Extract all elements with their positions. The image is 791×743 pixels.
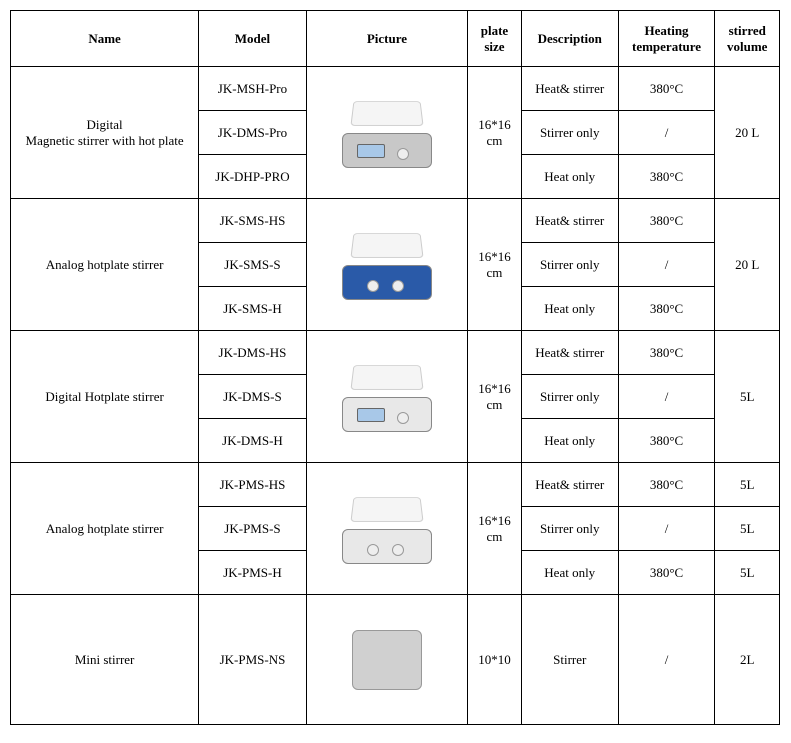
product-image — [327, 484, 447, 574]
cell-heating: 380°C — [618, 199, 715, 243]
cell-model: JK-SMS-S — [199, 243, 307, 287]
cell-model: JK-PMS-S — [199, 507, 307, 551]
table-row: Analog hotplate stirrerJK-PMS-HS16*16 cm… — [11, 463, 780, 507]
cell-model: JK-PMS-H — [199, 551, 307, 595]
product-image — [327, 352, 447, 442]
header-description: Description — [521, 11, 618, 67]
cell-model: JK-PMS-NS — [199, 595, 307, 725]
cell-description: Heat& stirrer — [521, 199, 618, 243]
cell-picture — [306, 67, 467, 199]
cell-heating: 380°C — [618, 463, 715, 507]
cell-plate-size: 16*16 cm — [468, 199, 522, 331]
cell-heating: 380°C — [618, 551, 715, 595]
header-heating: Heating temperature — [618, 11, 715, 67]
product-table: Name Model Picture plate size Descriptio… — [10, 10, 780, 725]
cell-volume: 5L — [715, 463, 780, 507]
header-model: Model — [199, 11, 307, 67]
header-plate-size: plate size — [468, 11, 522, 67]
cell-model: JK-DHP-PRO — [199, 155, 307, 199]
cell-picture — [306, 331, 467, 463]
cell-model: JK-DMS-Pro — [199, 111, 307, 155]
cell-volume: 20 L — [715, 199, 780, 331]
cell-heating: / — [618, 595, 715, 725]
cell-name: Analog hotplate stirrer — [11, 199, 199, 331]
cell-model: JK-DMS-H — [199, 419, 307, 463]
header-picture: Picture — [306, 11, 467, 67]
product-image — [327, 220, 447, 310]
cell-heating: / — [618, 243, 715, 287]
cell-plate-size: 16*16 cm — [468, 331, 522, 463]
header-name: Name — [11, 11, 199, 67]
cell-picture — [306, 463, 467, 595]
cell-model: JK-MSH-Pro — [199, 67, 307, 111]
cell-volume: 5L — [715, 331, 780, 463]
cell-description: Heat& stirrer — [521, 67, 618, 111]
cell-description: Heat only — [521, 155, 618, 199]
table-row: Analog hotplate stirrerJK-SMS-HS16*16 cm… — [11, 199, 780, 243]
cell-description: Stirrer — [521, 595, 618, 725]
table-row: DigitalMagnetic stirrer with hot plateJK… — [11, 67, 780, 111]
cell-volume: 5L — [715, 551, 780, 595]
cell-model: JK-PMS-HS — [199, 463, 307, 507]
cell-heating: 380°C — [618, 419, 715, 463]
cell-plate-size: 16*16 cm — [468, 463, 522, 595]
cell-name: Analog hotplate stirrer — [11, 463, 199, 595]
cell-picture — [306, 595, 467, 725]
cell-description: Heat only — [521, 419, 618, 463]
table-header-row: Name Model Picture plate size Descriptio… — [11, 11, 780, 67]
cell-plate-size: 10*10 — [468, 595, 522, 725]
table-body: DigitalMagnetic stirrer with hot plateJK… — [11, 67, 780, 725]
cell-model: JK-SMS-H — [199, 287, 307, 331]
cell-plate-size: 16*16 cm — [468, 67, 522, 199]
cell-volume: 20 L — [715, 67, 780, 199]
cell-description: Stirrer only — [521, 243, 618, 287]
table-row: Digital Hotplate stirrerJK-DMS-HS16*16 c… — [11, 331, 780, 375]
cell-picture — [306, 199, 467, 331]
cell-model: JK-DMS-S — [199, 375, 307, 419]
cell-heating: / — [618, 111, 715, 155]
cell-name: Mini stirrer — [11, 595, 199, 725]
header-volume: stirred volume — [715, 11, 780, 67]
cell-heating: 380°C — [618, 67, 715, 111]
cell-description: Heat& stirrer — [521, 463, 618, 507]
product-image — [327, 88, 447, 178]
cell-heating: / — [618, 375, 715, 419]
cell-heating: / — [618, 507, 715, 551]
cell-model: JK-SMS-HS — [199, 199, 307, 243]
cell-name: Digital Hotplate stirrer — [11, 331, 199, 463]
cell-description: Heat only — [521, 551, 618, 595]
table-row: Mini stirrerJK-PMS-NS 10*10Stirrer/2L — [11, 595, 780, 725]
cell-description: Stirrer only — [521, 375, 618, 419]
cell-description: Heat& stirrer — [521, 331, 618, 375]
cell-description: Heat only — [521, 287, 618, 331]
cell-heating: 380°C — [618, 155, 715, 199]
cell-description: Stirrer only — [521, 111, 618, 155]
cell-name: DigitalMagnetic stirrer with hot plate — [11, 67, 199, 199]
cell-model: JK-DMS-HS — [199, 331, 307, 375]
cell-volume: 2L — [715, 595, 780, 725]
cell-heating: 380°C — [618, 331, 715, 375]
cell-heating: 380°C — [618, 287, 715, 331]
cell-volume: 5L — [715, 507, 780, 551]
cell-description: Stirrer only — [521, 507, 618, 551]
